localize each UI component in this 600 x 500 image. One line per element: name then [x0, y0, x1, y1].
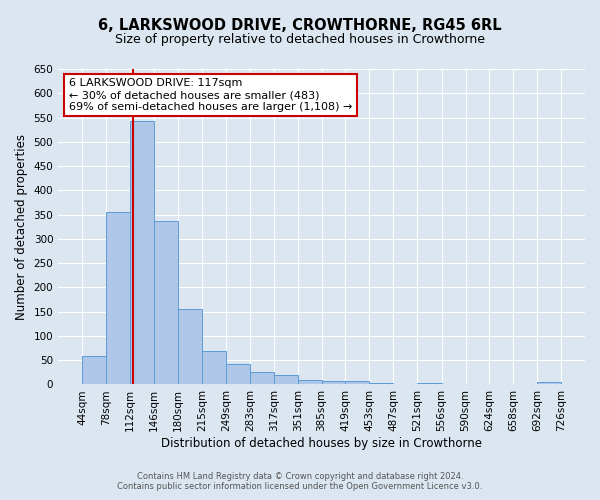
Bar: [417, 383, 442, 384]
Bar: [250, 372, 274, 384]
Bar: [130, 122, 154, 384]
Bar: [274, 375, 298, 384]
Bar: [322, 380, 346, 384]
Bar: [537, 382, 561, 384]
Text: Size of property relative to detached houses in Crowthorne: Size of property relative to detached ho…: [115, 32, 485, 46]
Bar: [106, 212, 130, 384]
Bar: [82, 356, 106, 384]
Y-axis label: Number of detached properties: Number of detached properties: [15, 134, 28, 320]
Text: Contains HM Land Registry data © Crown copyright and database right 2024.: Contains HM Land Registry data © Crown c…: [137, 472, 463, 481]
Bar: [178, 309, 202, 384]
Text: Contains public sector information licensed under the Open Government Licence v3: Contains public sector information licen…: [118, 482, 482, 491]
Text: 6 LARKSWOOD DRIVE: 117sqm
← 30% of detached houses are smaller (483)
69% of semi: 6 LARKSWOOD DRIVE: 117sqm ← 30% of detac…: [69, 78, 352, 112]
X-axis label: Distribution of detached houses by size in Crowthorne: Distribution of detached houses by size …: [161, 437, 482, 450]
Bar: [226, 364, 250, 384]
Bar: [346, 380, 370, 384]
Bar: [154, 221, 178, 384]
Text: 6, LARKSWOOD DRIVE, CROWTHORNE, RG45 6RL: 6, LARKSWOOD DRIVE, CROWTHORNE, RG45 6RL: [98, 18, 502, 32]
Bar: [202, 352, 226, 384]
Bar: [298, 380, 322, 384]
